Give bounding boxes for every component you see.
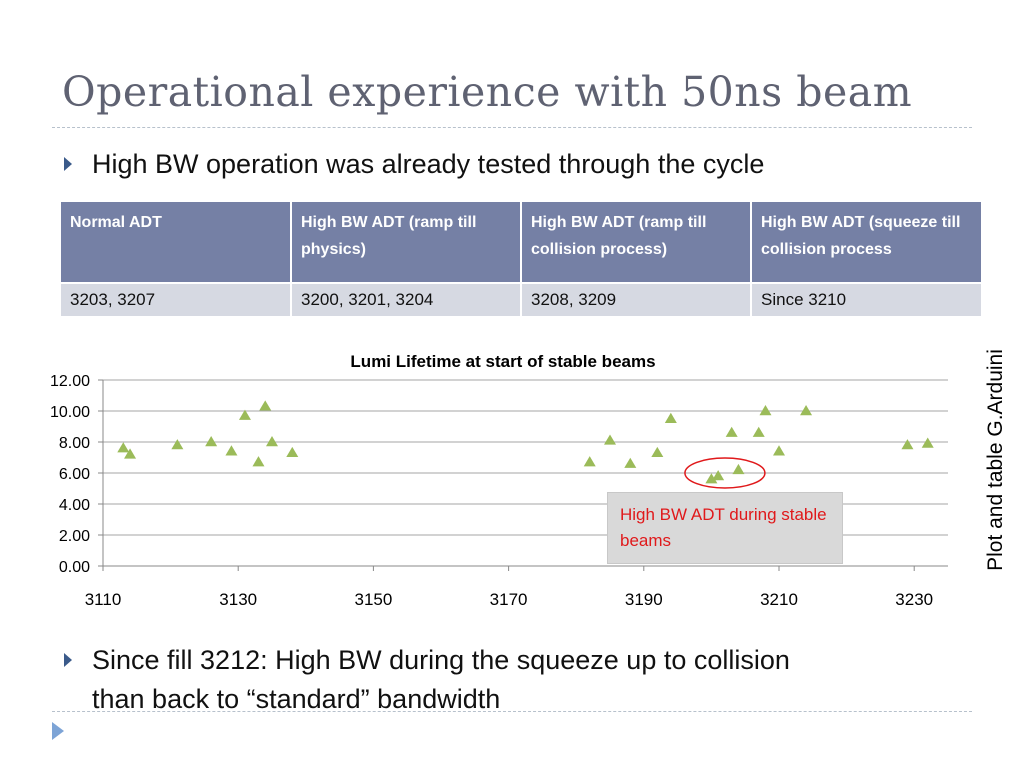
bullet-2-line-1: Since fill 3212: High BW during the sque… (92, 645, 790, 675)
data-point (901, 439, 914, 450)
bullet-1: High BW operation was already tested thr… (64, 145, 765, 184)
data-point (225, 445, 238, 456)
bullet-2: Since fill 3212: High BW during the sque… (64, 641, 790, 719)
bullet-2-line-2: than back to “standard” bandwidth (92, 684, 501, 714)
chart-title: Lumi Lifetime at start of stable beams (350, 352, 655, 371)
data-point (752, 426, 765, 437)
table-cell: 3208, 3209 (521, 282, 752, 316)
data-point (921, 437, 934, 448)
plot-credit: Plot and table G.Arduini (984, 349, 1007, 571)
data-point (624, 457, 637, 468)
y-tick-label: 6.00 (59, 466, 90, 483)
data-point (259, 400, 272, 411)
table-header-normal-adt: Normal ADT (61, 202, 292, 283)
title-divider (52, 127, 972, 128)
bullet-arrow-icon (64, 157, 72, 171)
data-point (759, 405, 772, 416)
data-point (800, 405, 813, 416)
data-point (252, 456, 265, 467)
highlight-ellipse (684, 457, 766, 489)
table-row: 3203, 3207 3200, 3201, 3204 3208, 3209 S… (61, 282, 981, 316)
x-tick-label: 3130 (219, 590, 257, 609)
data-point (238, 409, 251, 420)
footer-divider (52, 711, 972, 712)
x-tick-label: 3210 (760, 590, 798, 609)
nav-arrow-icon[interactable] (52, 722, 64, 740)
data-point (732, 463, 745, 475)
data-point (266, 436, 278, 447)
y-tick-label: 10.00 (50, 404, 90, 421)
y-tick-label: 8.00 (59, 435, 90, 452)
table-cell: 3203, 3207 (61, 282, 292, 316)
y-tick-label: 12.00 (50, 373, 90, 390)
data-point (725, 426, 738, 437)
table-cell: Since 3210 (751, 282, 981, 316)
bullet-1-text: High BW operation was already tested thr… (92, 149, 765, 179)
slide-title: Operational experience with 50ns beam (62, 68, 913, 116)
y-tick-label: 0.00 (59, 559, 90, 576)
bullet-arrow-icon (64, 653, 72, 667)
table-header-row: Normal ADT High BW ADT (ramp till physic… (61, 202, 981, 283)
lumi-lifetime-chart: Lumi Lifetime at start of stable beams 0.… (50, 352, 948, 609)
data-point (286, 446, 299, 458)
x-tick-label: 3170 (490, 590, 528, 609)
adt-fill-table: Normal ADT High BW ADT (ramp till physic… (61, 202, 981, 316)
data-point (205, 436, 218, 447)
y-tick-label: 4.00 (59, 497, 90, 514)
table-header-squeeze-till-collision: High BW ADT (squeeze till collision proc… (751, 202, 981, 283)
data-point (124, 448, 137, 459)
data-point (171, 439, 184, 450)
x-tick-label: 3190 (625, 590, 663, 609)
callout-text: High BW ADT during stable beams (620, 505, 827, 550)
table-header-ramp-till-physics: High BW ADT (ramp till physics) (291, 202, 522, 283)
data-point (712, 470, 725, 481)
data-point (583, 456, 596, 467)
table-cell: 3200, 3201, 3204 (291, 282, 522, 316)
data-point (117, 442, 130, 453)
data-point (604, 434, 616, 445)
callout-box: High BW ADT during stable beams (607, 492, 843, 564)
x-tick-label: 3150 (354, 590, 392, 609)
data-point (773, 445, 785, 456)
data-point (705, 473, 718, 484)
x-tick-label: 3230 (895, 590, 933, 609)
data-point (664, 412, 677, 423)
data-point (651, 446, 664, 458)
x-tick-label: 3110 (85, 590, 122, 609)
y-tick-label: 2.00 (59, 528, 90, 545)
table-header-ramp-till-collision: High BW ADT (ramp till collision process… (521, 202, 752, 283)
